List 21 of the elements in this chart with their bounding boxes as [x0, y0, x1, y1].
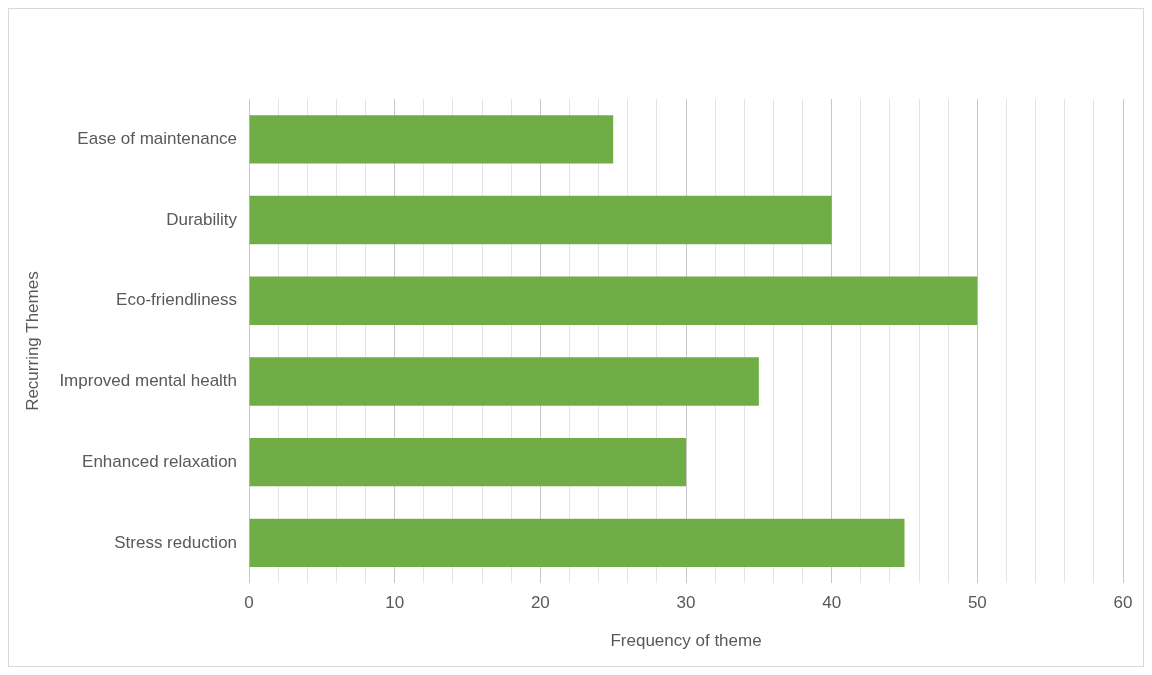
bar	[249, 357, 759, 406]
x-tick-label: 50	[967, 593, 987, 613]
x-tick-label: 30	[676, 593, 696, 613]
y-tick-label: Stress reduction	[114, 532, 238, 552]
y-tick-label: Durability	[166, 209, 238, 229]
bar	[249, 115, 614, 164]
y-tick-label: Eco-friendliness	[116, 290, 238, 310]
x-tick-label: 10	[385, 593, 405, 613]
y-axis-title: Recurring Themes	[22, 271, 42, 411]
x-tick-label: 60	[1113, 593, 1133, 613]
x-axis-title: Frequency of theme	[610, 631, 762, 651]
x-tick-label: 40	[822, 593, 842, 613]
x-tick-label: 20	[530, 593, 550, 613]
bar	[249, 276, 978, 325]
y-tick-label: Ease of maintenance	[77, 129, 238, 149]
y-tick-label: Enhanced relaxation	[82, 451, 238, 471]
bar	[249, 518, 905, 568]
bar	[249, 195, 832, 245]
x-tick-label: 0	[244, 593, 254, 613]
y-tick-label: Improved mental health	[59, 371, 238, 391]
bar	[249, 437, 687, 487]
